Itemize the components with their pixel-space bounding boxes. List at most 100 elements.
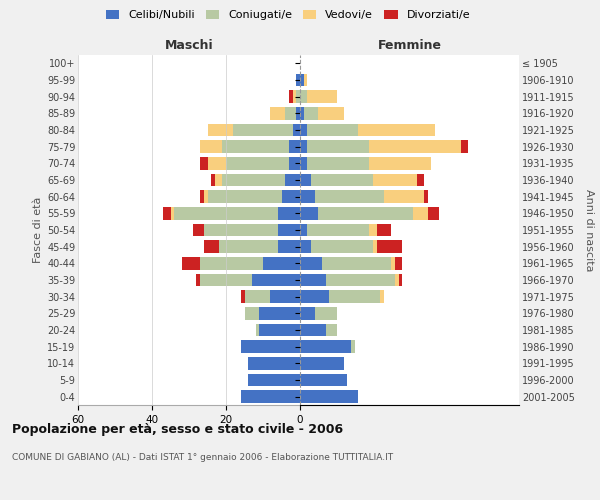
Y-axis label: Fasce di età: Fasce di età xyxy=(32,197,43,263)
Bar xyxy=(380,290,384,303)
Bar xyxy=(300,307,314,320)
Text: Popolazione per età, sesso e stato civile - 2006: Popolazione per età, sesso e stato civil… xyxy=(12,422,343,436)
Bar xyxy=(318,107,344,120)
Bar xyxy=(163,207,170,220)
Bar xyxy=(241,340,300,353)
Bar xyxy=(204,190,208,203)
Bar xyxy=(300,257,322,270)
Bar xyxy=(370,224,377,236)
Bar xyxy=(289,140,300,153)
Bar xyxy=(300,357,344,370)
Bar xyxy=(300,90,307,103)
Bar xyxy=(326,274,395,286)
Bar xyxy=(296,107,300,120)
Bar xyxy=(259,324,300,336)
Title: Femmine: Femmine xyxy=(377,40,442,52)
Bar xyxy=(314,307,337,320)
Bar xyxy=(289,90,293,103)
Bar xyxy=(193,224,204,236)
Bar xyxy=(204,240,218,253)
Bar xyxy=(322,257,391,270)
Bar xyxy=(329,290,380,303)
Bar xyxy=(296,74,300,86)
Bar xyxy=(281,190,300,203)
Bar xyxy=(307,224,370,236)
Bar xyxy=(300,74,304,86)
Bar xyxy=(271,290,300,303)
Bar xyxy=(300,174,311,186)
Bar xyxy=(377,240,402,253)
Title: Maschi: Maschi xyxy=(164,40,214,52)
Bar xyxy=(241,290,245,303)
Bar xyxy=(296,90,300,103)
Bar xyxy=(300,157,307,170)
Bar xyxy=(307,157,370,170)
Bar xyxy=(300,374,347,386)
Bar xyxy=(256,324,259,336)
Bar xyxy=(300,340,351,353)
Bar xyxy=(218,240,278,253)
Bar xyxy=(233,124,293,136)
Bar xyxy=(285,174,300,186)
Bar xyxy=(304,107,318,120)
Bar xyxy=(293,124,300,136)
Bar xyxy=(307,140,370,153)
Bar xyxy=(200,157,208,170)
Bar xyxy=(307,124,358,136)
Bar xyxy=(370,140,461,153)
Bar xyxy=(370,157,431,170)
Bar xyxy=(278,207,300,220)
Bar xyxy=(241,390,300,403)
Bar xyxy=(245,307,259,320)
Bar xyxy=(208,157,226,170)
Y-axis label: Anni di nascita: Anni di nascita xyxy=(584,188,594,271)
Bar xyxy=(300,240,311,253)
Bar xyxy=(252,274,300,286)
Bar xyxy=(314,190,384,203)
Bar xyxy=(248,374,300,386)
Bar xyxy=(170,207,174,220)
Bar xyxy=(200,274,252,286)
Bar xyxy=(245,290,271,303)
Bar xyxy=(351,340,355,353)
Bar xyxy=(278,240,300,253)
Bar xyxy=(271,107,285,120)
Bar xyxy=(263,257,300,270)
Bar xyxy=(391,257,395,270)
Bar xyxy=(293,90,296,103)
Bar xyxy=(300,107,304,120)
Bar xyxy=(200,190,204,203)
Bar xyxy=(196,274,200,286)
Bar xyxy=(300,207,318,220)
Bar xyxy=(461,140,468,153)
Bar xyxy=(248,357,300,370)
Bar xyxy=(222,174,285,186)
Bar xyxy=(384,190,424,203)
Bar xyxy=(208,190,281,203)
Bar xyxy=(300,140,307,153)
Bar xyxy=(300,274,326,286)
Bar xyxy=(373,240,377,253)
Bar xyxy=(259,307,300,320)
Bar xyxy=(278,224,300,236)
Bar xyxy=(226,157,289,170)
Bar xyxy=(424,190,428,203)
Bar xyxy=(200,257,263,270)
Bar xyxy=(289,157,300,170)
Bar xyxy=(395,274,398,286)
Bar xyxy=(208,124,233,136)
Bar xyxy=(204,224,278,236)
Text: COMUNE DI GABIANO (AL) - Dati ISTAT 1° gennaio 2006 - Elaborazione TUTTITALIA.IT: COMUNE DI GABIANO (AL) - Dati ISTAT 1° g… xyxy=(12,452,393,462)
Legend: Celibi/Nubili, Coniugati/e, Vedovi/e, Divorziati/e: Celibi/Nubili, Coniugati/e, Vedovi/e, Di… xyxy=(101,6,475,25)
Bar xyxy=(395,257,402,270)
Bar xyxy=(307,90,337,103)
Bar xyxy=(318,207,413,220)
Bar xyxy=(300,290,329,303)
Bar xyxy=(413,207,428,220)
Bar xyxy=(211,174,215,186)
Bar xyxy=(300,324,326,336)
Bar xyxy=(200,140,223,153)
Bar xyxy=(222,140,289,153)
Bar xyxy=(300,124,307,136)
Bar xyxy=(398,274,402,286)
